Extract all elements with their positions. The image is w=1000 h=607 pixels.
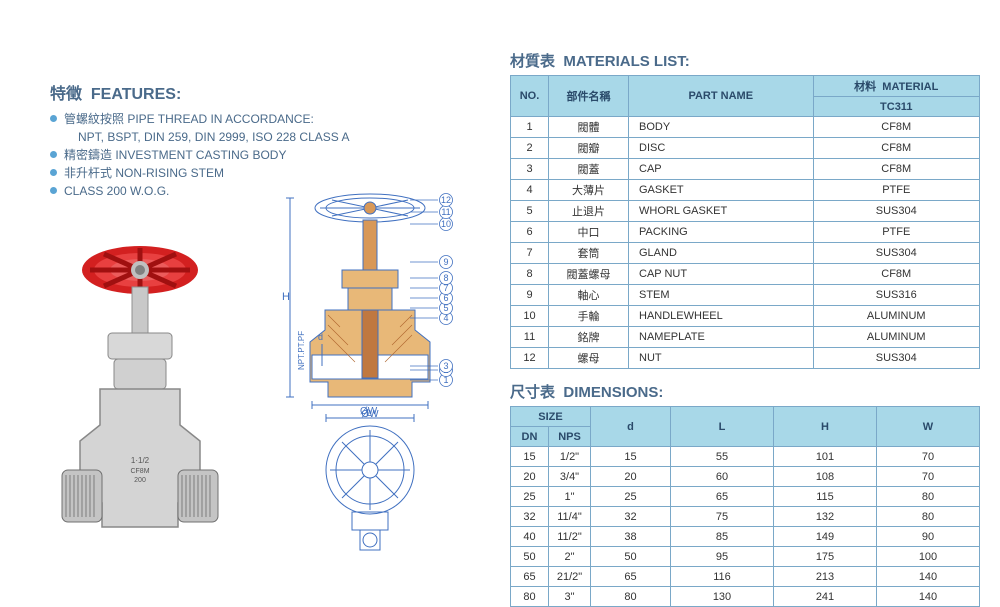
- table-row: 803"80130241140: [511, 587, 980, 607]
- table-row: 1閥體BODYCF8M: [511, 117, 980, 138]
- callout-num: 3: [443, 361, 448, 371]
- hdr-part-cn: 部件名稱: [549, 76, 629, 117]
- table-row: 11銘牌NAMEPLATEALUMINUM: [511, 327, 980, 348]
- table-row: 6中口PACKINGPTFE: [511, 222, 980, 243]
- hdr-part-en: PART NAME: [629, 76, 814, 117]
- hdr-d: d: [591, 407, 671, 447]
- feature-item: 管螺紋按照 PIPE THREAD IN ACCORDANCE:: [50, 110, 490, 128]
- callout-num: 9: [443, 257, 448, 267]
- hdr-W: W: [877, 407, 980, 447]
- table-row: 4011/2"388514990: [511, 527, 980, 547]
- table-row: 502"5095175100: [511, 547, 980, 567]
- table-row: 12螺母NUTSUS304: [511, 348, 980, 369]
- dimensions-title: 尺寸表 DIMENSIONS:: [510, 381, 980, 402]
- callout-num: 12: [441, 195, 451, 205]
- valve-diagram: H L d NPT.PT.PF ØW ØW 123456789101112: [260, 170, 490, 570]
- table-row: 2閥瓣DISCCF8M: [511, 138, 980, 159]
- hdr-no: NO.: [511, 76, 549, 117]
- table-row: 151/2"155510170: [511, 447, 980, 467]
- dimensions-table: SIZE d L H W DN NPS 151/2"155510170203/4…: [510, 406, 980, 607]
- feature-item: 精密鑄造 INVESTMENT CASTING BODY: [50, 146, 490, 164]
- dim-thread: NPT.PT.PF: [297, 331, 306, 370]
- table-row: 5止退片WHORL GASKETSUS304: [511, 201, 980, 222]
- table-row: 4大薄片GASKETPTFE: [511, 180, 980, 201]
- valve-photo: 1·1/2 CF8M 200: [50, 215, 230, 545]
- dim-d: d: [318, 332, 323, 342]
- hdr-dn: DN: [511, 427, 549, 447]
- hdr-mat: 材料 MATERIAL: [813, 76, 980, 97]
- materials-title: 材質表 MATERIALS LIST:: [510, 50, 980, 71]
- table-row: 10手輪HANDLEWHEELALUMINUM: [511, 306, 980, 327]
- table-row: 6521/2"65116213140: [511, 567, 980, 587]
- hdr-nps: NPS: [549, 427, 591, 447]
- table-row: 251"256511580: [511, 487, 980, 507]
- callout-num: 10: [441, 219, 451, 229]
- callout-num: 8: [443, 273, 448, 283]
- hdr-H: H: [774, 407, 877, 447]
- dim-H: H: [282, 291, 290, 303]
- table-row: 7套筒GLANDSUS304: [511, 243, 980, 264]
- svg-text:200: 200: [134, 477, 146, 484]
- svg-text:CF8M: CF8M: [130, 468, 149, 475]
- table-row: 9軸心STEMSUS316: [511, 285, 980, 306]
- svg-text:1·1/2: 1·1/2: [131, 456, 150, 465]
- hdr-L: L: [671, 407, 774, 447]
- table-row: 8閥蓋螺母CAP NUTCF8M: [511, 264, 980, 285]
- table-row: 3211/4"327513280: [511, 507, 980, 527]
- right-column: 材質表 MATERIALS LIST: NO. 部件名稱 PART NAME 材…: [510, 50, 980, 607]
- feature-sub: NPT, BSPT, DIN 259, DIN 2999, ISO 228 CL…: [50, 128, 490, 146]
- table-row: 3閥蓋CAPCF8M: [511, 159, 980, 180]
- features-title: 特徵 FEATURES:: [50, 80, 490, 104]
- svg-text:ØW: ØW: [361, 409, 379, 420]
- materials-table: NO. 部件名稱 PART NAME 材料 MATERIAL TC311 1閥體…: [510, 75, 980, 369]
- table-row: 203/4"206010870: [511, 467, 980, 487]
- callout-num: 11: [441, 207, 450, 217]
- hdr-size: SIZE: [511, 407, 591, 427]
- hdr-model: TC311: [813, 97, 980, 117]
